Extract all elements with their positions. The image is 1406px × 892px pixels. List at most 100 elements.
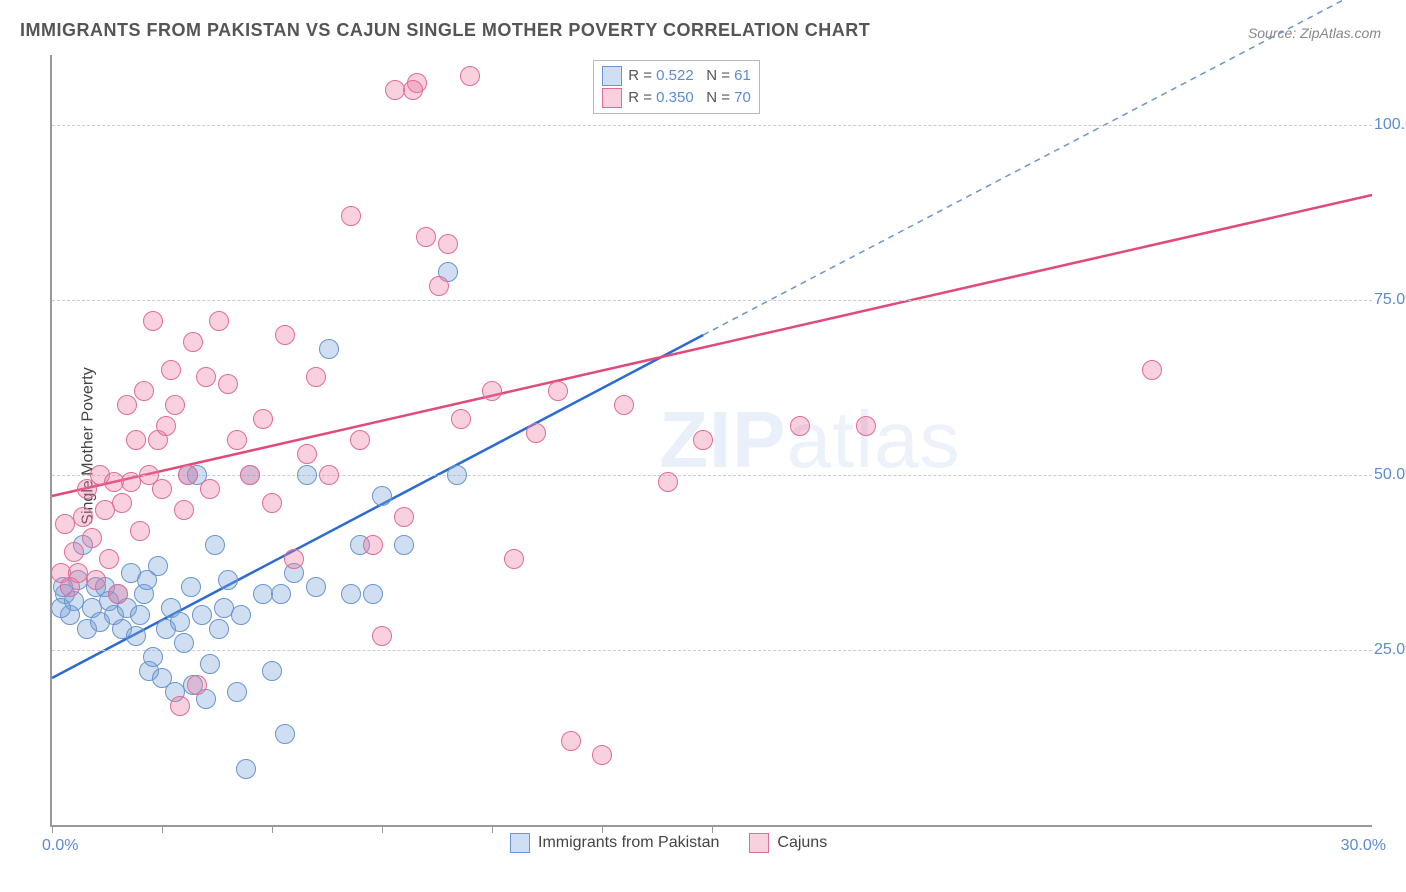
data-point: [178, 465, 198, 485]
data-point: [372, 486, 392, 506]
data-point: [130, 605, 150, 625]
data-point: [170, 612, 190, 632]
data-point: [218, 374, 238, 394]
data-point: [504, 549, 524, 569]
data-point: [526, 423, 546, 443]
data-point: [592, 745, 612, 765]
data-point: [181, 577, 201, 597]
x-tick: [712, 825, 713, 833]
data-point: [693, 430, 713, 450]
data-point: [319, 339, 339, 359]
chart-title: IMMIGRANTS FROM PAKISTAN VS CAJUN SINGLE…: [20, 20, 870, 41]
data-point: [438, 234, 458, 254]
y-tick-label: 100.0%: [1374, 116, 1406, 134]
legend-bottom: Immigrants from Pakistan Cajuns: [510, 833, 827, 853]
data-point: [658, 472, 678, 492]
legend-item: Cajuns: [749, 833, 827, 853]
data-point: [372, 626, 392, 646]
data-point: [1142, 360, 1162, 380]
data-point: [363, 535, 383, 555]
data-point: [143, 311, 163, 331]
data-point: [451, 409, 471, 429]
data-point: [82, 528, 102, 548]
stats-text: R = 0.350 N = 70: [628, 87, 751, 109]
data-point: [460, 66, 480, 86]
data-point: [240, 465, 260, 485]
data-point: [161, 360, 181, 380]
legend-swatch: [602, 66, 622, 86]
data-point: [231, 605, 251, 625]
stats-row: R = 0.522 N = 61: [602, 65, 751, 87]
data-point: [51, 598, 71, 618]
data-point: [134, 381, 154, 401]
data-point: [73, 507, 93, 527]
data-point: [271, 584, 291, 604]
data-point: [429, 276, 449, 296]
data-point: [306, 367, 326, 387]
data-point: [306, 577, 326, 597]
data-point: [447, 465, 467, 485]
data-point: [165, 395, 185, 415]
data-point: [205, 535, 225, 555]
legend-swatch: [602, 88, 622, 108]
data-point: [548, 381, 568, 401]
gridline: [52, 650, 1372, 651]
data-point: [209, 311, 229, 331]
data-point: [126, 430, 146, 450]
x-tick: [382, 825, 383, 833]
data-point: [86, 570, 106, 590]
x-tick: [492, 825, 493, 833]
x-tick-label: 30.0%: [1341, 837, 1386, 855]
data-point: [403, 80, 423, 100]
y-tick-label: 75.0%: [1374, 291, 1406, 309]
data-point: [790, 416, 810, 436]
data-point: [262, 493, 282, 513]
data-point: [363, 584, 383, 604]
data-point: [614, 395, 634, 415]
legend-swatch: [749, 833, 769, 853]
data-point: [143, 647, 163, 667]
data-point: [275, 724, 295, 744]
data-point: [196, 367, 216, 387]
stats-row: R = 0.350 N = 70: [602, 87, 751, 109]
data-point: [416, 227, 436, 247]
data-point: [137, 570, 157, 590]
data-point: [319, 465, 339, 485]
x-tick: [602, 825, 603, 833]
gridline: [52, 125, 1372, 126]
legend-label: Cajuns: [777, 834, 827, 852]
x-tick-label: 0.0%: [42, 837, 78, 855]
data-point: [856, 416, 876, 436]
data-point: [156, 416, 176, 436]
source-label: Source: ZipAtlas.com: [1248, 25, 1381, 41]
data-point: [152, 479, 172, 499]
x-tick: [272, 825, 273, 833]
data-point: [130, 521, 150, 541]
data-point: [183, 332, 203, 352]
data-point: [170, 696, 190, 716]
data-point: [236, 759, 256, 779]
data-point: [174, 633, 194, 653]
data-point: [200, 654, 220, 674]
data-point: [350, 430, 370, 450]
data-point: [227, 682, 247, 702]
legend-label: Immigrants from Pakistan: [538, 834, 719, 852]
data-point: [108, 584, 128, 604]
data-point: [200, 479, 220, 499]
data-point: [99, 549, 119, 569]
data-point: [394, 507, 414, 527]
data-point: [192, 605, 212, 625]
data-point: [262, 661, 282, 681]
data-point: [218, 570, 238, 590]
data-point: [112, 493, 132, 513]
y-tick-label: 25.0%: [1374, 641, 1406, 659]
data-point: [227, 430, 247, 450]
data-point: [174, 500, 194, 520]
y-tick-label: 50.0%: [1374, 466, 1406, 484]
data-point: [297, 444, 317, 464]
stats-legend: R = 0.522 N = 61R = 0.350 N = 70: [593, 60, 760, 114]
data-point: [209, 619, 229, 639]
x-tick: [52, 825, 53, 833]
scatter-plot: ZIPatlas 25.0%50.0%75.0%100.0%R = 0.522 …: [50, 55, 1372, 827]
data-point: [253, 409, 273, 429]
